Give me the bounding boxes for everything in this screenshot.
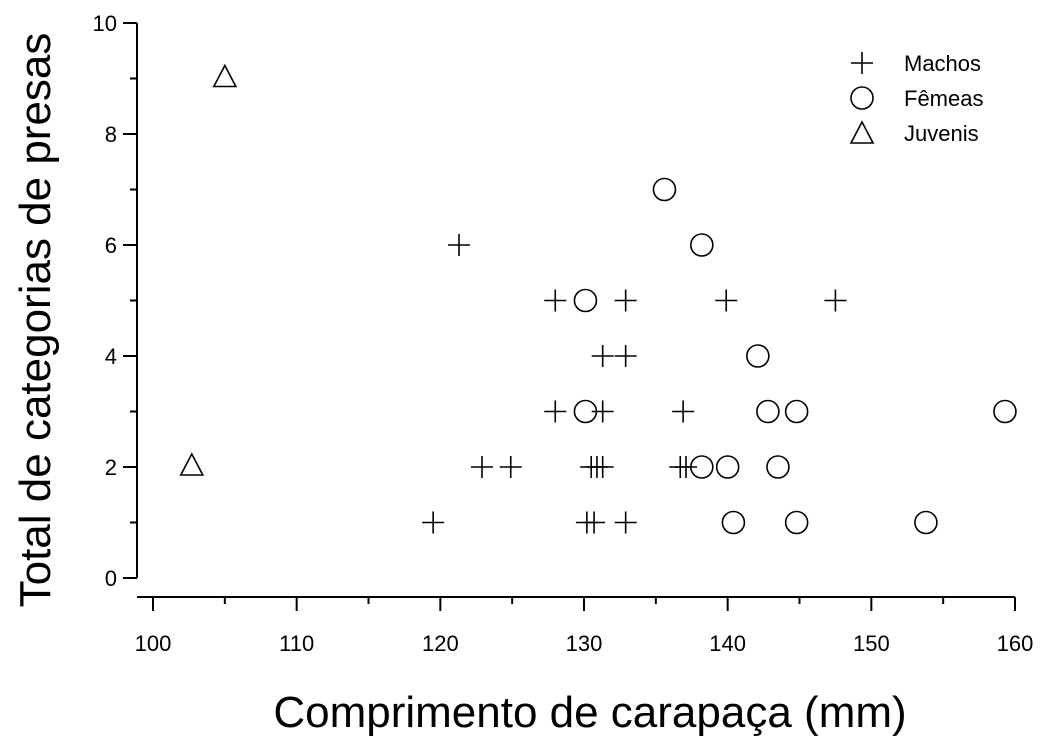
point-fêmeas bbox=[784, 510, 809, 535]
legend-label: Machos bbox=[904, 51, 981, 76]
point-fêmeas bbox=[756, 399, 780, 424]
x-tick-label: 100 bbox=[135, 631, 172, 656]
point-juvenis bbox=[179, 452, 205, 476]
point-machos bbox=[544, 289, 567, 312]
legend: Machos Fêmeas Juvenis bbox=[849, 51, 983, 146]
point-machos bbox=[591, 400, 614, 423]
point-fêmeas bbox=[784, 399, 809, 424]
legend-label: Juvenis bbox=[904, 121, 979, 146]
point-machos bbox=[583, 511, 606, 534]
x-tick-label: 130 bbox=[566, 631, 603, 656]
y-tick-label: 4 bbox=[105, 344, 117, 369]
point-machos bbox=[470, 456, 493, 478]
data-points bbox=[179, 63, 1017, 535]
legend-marker-fêmeas bbox=[850, 86, 874, 110]
point-machos bbox=[614, 511, 637, 534]
x-tick-label: 120 bbox=[422, 631, 459, 656]
y-tick-label: 6 bbox=[105, 233, 117, 258]
x-tick-label: 110 bbox=[279, 631, 314, 656]
x-axis: 100 110 120 130 140 150 160 bbox=[135, 596, 1034, 656]
point-machos bbox=[544, 400, 567, 423]
point-machos bbox=[448, 234, 471, 256]
point-fêmeas bbox=[690, 233, 714, 257]
point-juvenis bbox=[212, 63, 238, 88]
y-tick-label: 10 bbox=[93, 11, 117, 36]
x-tick-label: 160 bbox=[997, 631, 1034, 656]
point-machos bbox=[824, 289, 847, 312]
point-fêmeas bbox=[690, 455, 714, 479]
point-fêmeas bbox=[715, 455, 740, 479]
point-machos bbox=[591, 345, 614, 367]
y-tick-label: 0 bbox=[105, 566, 117, 591]
y-axis: 0 2 4 6 8 10 bbox=[93, 11, 138, 591]
point-fêmeas bbox=[766, 455, 790, 479]
point-machos bbox=[614, 289, 637, 312]
point-fêmeas bbox=[746, 344, 770, 368]
point-machos bbox=[672, 400, 695, 423]
point-fêmeas bbox=[652, 177, 677, 202]
point-machos bbox=[499, 456, 522, 478]
point-fêmeas bbox=[573, 288, 598, 313]
legend-label: Fêmeas bbox=[904, 86, 983, 111]
point-machos bbox=[422, 511, 445, 534]
point-fêmeas bbox=[914, 510, 938, 535]
x-tick-label: 150 bbox=[853, 631, 890, 656]
point-machos bbox=[715, 289, 738, 312]
x-axis-title: Comprimento de carapaça (mm) bbox=[273, 688, 906, 737]
legend-marker-juvenis bbox=[849, 120, 875, 144]
y-tick-label: 8 bbox=[105, 122, 117, 147]
x-tick-label: 140 bbox=[709, 631, 746, 656]
point-fêmeas bbox=[573, 399, 598, 424]
point-machos bbox=[614, 345, 637, 367]
point-machos bbox=[591, 456, 614, 478]
point-fêmeas bbox=[993, 399, 1017, 424]
point-fêmeas bbox=[721, 510, 746, 535]
y-axis-title: Total de categorias de presas bbox=[11, 33, 60, 608]
legend-marker-machos bbox=[851, 52, 873, 74]
y-tick-label: 2 bbox=[105, 455, 117, 480]
point-machos bbox=[675, 456, 698, 478]
